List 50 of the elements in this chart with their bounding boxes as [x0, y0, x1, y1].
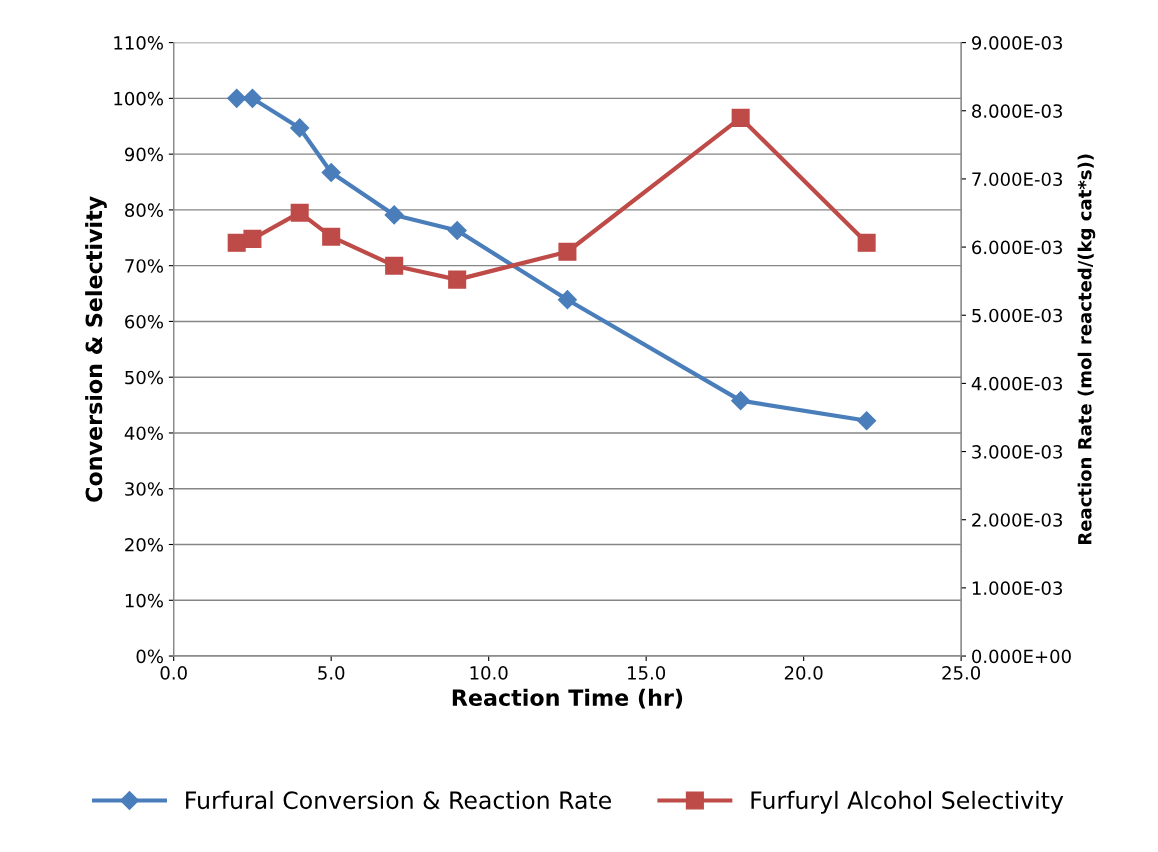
y-tick-label: 10%: [125, 593, 163, 608]
x-tick-label: 5.0: [318, 666, 345, 680]
y2-tick-label: 5.000E-03: [972, 308, 1062, 323]
y2-tick-label: 9.000E-03: [972, 36, 1062, 50]
point: [242, 88, 262, 108]
y-tick-label: 30%: [125, 482, 163, 496]
y2-tick-label: 3.000E-03: [972, 445, 1062, 459]
y-axis-title: Conversion & Selectivity: [85, 196, 107, 502]
point: [731, 108, 750, 127]
point: [731, 391, 751, 411]
x-tick-label: 25.0: [942, 666, 981, 680]
point: [322, 227, 341, 246]
x-tick-label: 10.0: [470, 666, 508, 680]
point: [243, 229, 262, 248]
y-tick-label: 100%: [114, 91, 163, 106]
y-tick-label: 90%: [124, 147, 163, 162]
y-tick-label: 110%: [114, 36, 163, 50]
point: [321, 163, 341, 183]
point: [857, 411, 877, 431]
point: [290, 203, 309, 222]
y-tick-label: 70%: [125, 259, 163, 273]
y-tick-label: 0%: [136, 649, 163, 664]
point: [857, 233, 876, 252]
y-tick-label: 40%: [124, 426, 163, 441]
point: [448, 270, 467, 289]
x-tick-label: 15.0: [628, 666, 666, 680]
legend-label: Furfuryl Alcohol Selectivity: [751, 790, 1064, 814]
point: [557, 290, 577, 310]
point: [227, 88, 247, 108]
y2-tick-label: 6.000E-03: [972, 240, 1062, 255]
y-tick-label: 80%: [125, 203, 163, 218]
x-axis-title: Reaction Time (hr): [452, 688, 683, 709]
y2-tick-label: 8.000E-03: [972, 104, 1062, 118]
y2-tick-label: 2.000E-03: [972, 513, 1062, 527]
y2-tick-label: 7.000E-03: [972, 172, 1062, 187]
x-tick-label: 0.0: [160, 666, 187, 680]
point: [447, 221, 467, 241]
point: [290, 118, 310, 138]
point: [385, 256, 404, 275]
y2-tick-label: 0.000E+00: [972, 649, 1071, 664]
y-tick-label: 20%: [125, 537, 163, 552]
x-tick-label: 20.0: [784, 666, 823, 680]
y-tick-label: 50%: [125, 370, 163, 385]
y-tick-label: 60%: [125, 314, 163, 329]
y2-axis-title: Reaction Rate (mol reacted/(kg cat*s)): [1077, 154, 1096, 545]
legend-label: Furfural Conversion & Reaction Rate: [186, 790, 611, 810]
y2-tick-label: 1.000E-03: [972, 581, 1062, 595]
y2-tick-label: 4.000E-03: [971, 376, 1062, 391]
point: [558, 242, 577, 261]
point: [384, 205, 404, 225]
